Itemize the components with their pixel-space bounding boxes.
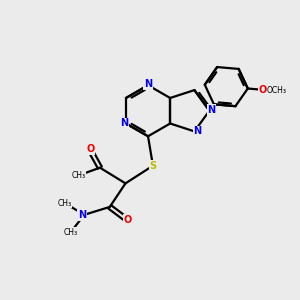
- Text: O: O: [258, 85, 267, 95]
- Text: N: N: [193, 126, 201, 136]
- Text: O: O: [123, 215, 132, 225]
- Text: CH₃: CH₃: [63, 228, 78, 237]
- Text: N: N: [120, 118, 128, 128]
- Text: S: S: [149, 161, 157, 171]
- Text: CH₃: CH₃: [71, 171, 85, 180]
- Text: N: N: [78, 210, 86, 220]
- Text: OCH₃: OCH₃: [266, 86, 286, 95]
- Text: N: N: [207, 105, 215, 115]
- Text: N: N: [144, 79, 152, 89]
- Text: CH₃: CH₃: [58, 199, 72, 208]
- Text: O: O: [86, 144, 94, 154]
